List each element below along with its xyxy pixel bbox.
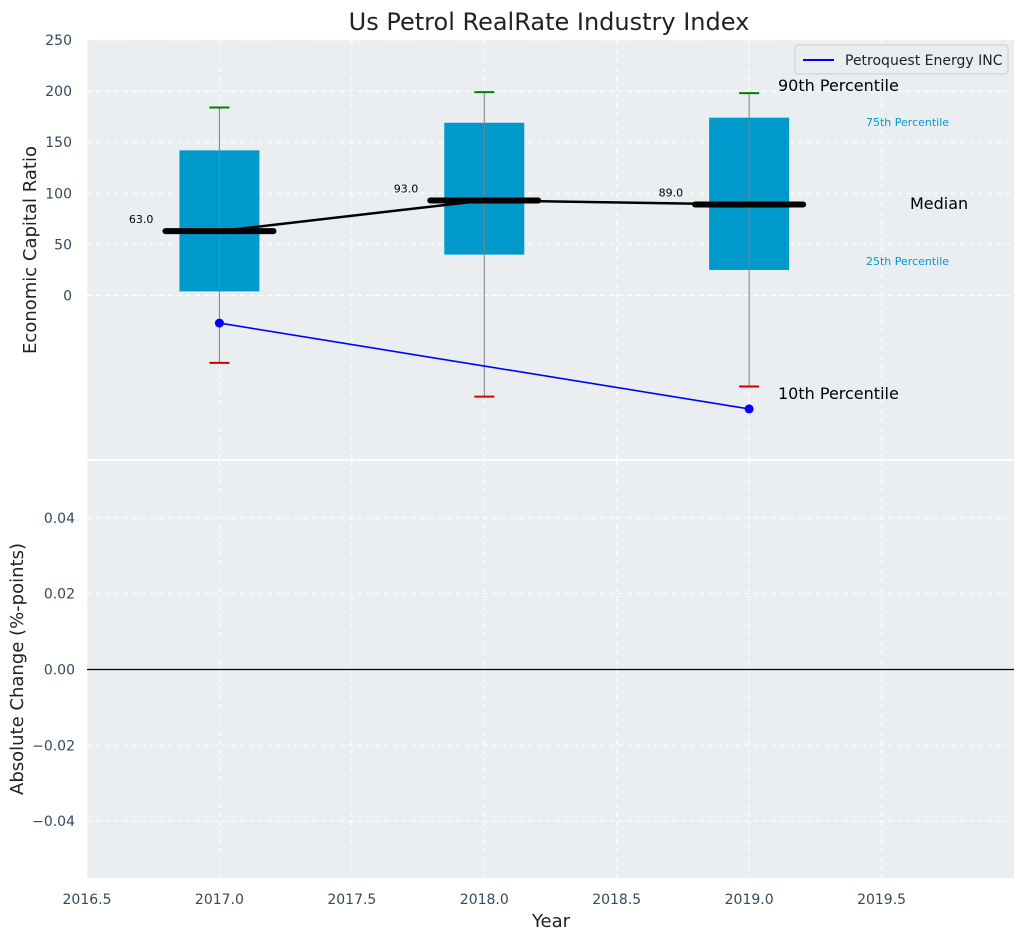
annotation-75th-percentile: 75th Percentile [866, 116, 949, 129]
legend: Petroquest Energy INC [794, 44, 1009, 75]
y-tick-label-bottom: 0.04 [44, 511, 75, 527]
bottom-plot-area: 2016.5 2017.0 2017.5 2018.0 2018.5 2019.0 2019… [32, 461, 1014, 908]
annotation-10th-percentile: 10th Percentile [778, 384, 899, 403]
y-tick-label-top: 250 [45, 33, 72, 49]
y-tick-label-top: 100 [45, 186, 72, 202]
annotation-median: Median [910, 194, 968, 213]
y-tick-label-top: 200 [45, 84, 72, 100]
company-series-line [219, 322, 750, 410]
x-tick-label: 2018.0 [460, 892, 509, 908]
y-axis-label-top: Economic Capital Ratio [20, 146, 41, 354]
annotation-25th-percentile: 25th Percentile [866, 255, 949, 268]
y-tick-label-top: 50 [54, 237, 72, 253]
legend-frame [794, 44, 1009, 75]
x-axis-label: Year [531, 911, 571, 932]
chart-title: Us Petrol RealRate Industry Index [349, 8, 750, 36]
x-tick-label: 2019.5 [857, 892, 906, 908]
y-tick-label-top: 150 [45, 135, 72, 151]
median-value-label: 93.0 [394, 182, 419, 195]
y-tick-label-top: 0 [63, 288, 72, 304]
x-tick-label: 2016.5 [63, 892, 112, 908]
y-tick-label-bottom: 0.00 [44, 663, 75, 679]
top-plot-area: 0 50 100 150 200 250 63.0 93.0 89.0 [45, 33, 1014, 459]
x-tick-label: 2018.5 [592, 892, 641, 908]
y-axis-label-bottom: Absolute Change (%-points) [7, 543, 28, 795]
company-series-point [214, 318, 224, 328]
company-series-point [744, 404, 754, 414]
median-value-label: 63.0 [129, 213, 154, 226]
x-tick-label: 2017.0 [195, 892, 244, 908]
median-value-label: 89.0 [659, 187, 684, 200]
x-tick-label: 2017.5 [327, 892, 376, 908]
legend-entry: Petroquest Energy INC [845, 53, 1003, 69]
y-tick-label-bottom: 0.02 [44, 587, 75, 603]
annotation-90th-percentile: 90th Percentile [778, 76, 899, 95]
y-tick-label-bottom: −0.04 [32, 814, 75, 830]
median-trend-line [219, 199, 750, 233]
x-tick-label: 2019.0 [725, 892, 774, 908]
y-tick-label-bottom: −0.02 [32, 738, 75, 754]
